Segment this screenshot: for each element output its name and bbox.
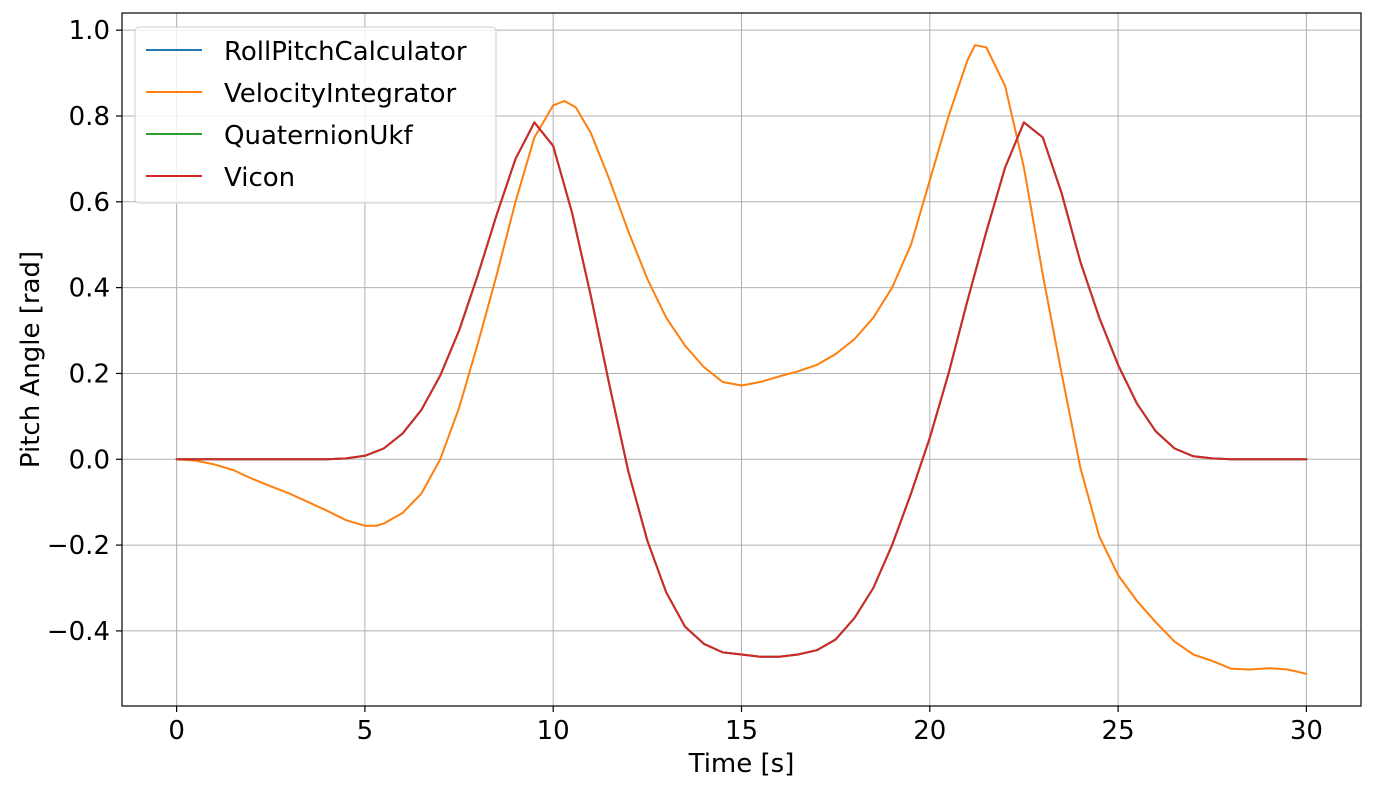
legend: RollPitchCalculator VelocityIntegrator Qua… [134, 26, 497, 204]
y-tick-label: 0.4 [69, 274, 110, 304]
series-layer [175, 44, 1308, 675]
y-tick-label: 1.0 [69, 16, 110, 46]
y-tick-label: −0.4 [47, 617, 110, 647]
y-tick-label: 0.8 [69, 102, 110, 132]
x-tick-label: 15 [725, 716, 758, 746]
x-tick-label: 5 [357, 716, 374, 746]
legend-label: Vicon [224, 163, 295, 193]
series-line-velocityintegrator [175, 44, 1308, 675]
x-tick-label: 30 [1290, 716, 1323, 746]
y-tick-label: −0.2 [47, 531, 110, 561]
y-tick-label: 0.0 [69, 445, 110, 475]
x-tick-label: 25 [1102, 716, 1135, 746]
legend-label: RollPitchCalculator [224, 37, 467, 67]
x-tick-label: 10 [537, 716, 570, 746]
x-tick-label: 20 [913, 716, 946, 746]
x-tick-label: 0 [168, 716, 185, 746]
y-axis-ticks: −0.4 −0.2 0.0 0.2 0.4 0.6 0.8 1.0 [47, 16, 122, 647]
legend-label: QuaternionUkf [224, 121, 413, 151]
legend-label: VelocityIntegrator [224, 79, 457, 109]
x-axis-label: Time [s] [688, 749, 795, 779]
y-axis-label: Pitch Angle [rad] [16, 251, 46, 468]
grid [122, 13, 1361, 706]
y-tick-label: 0.2 [69, 359, 110, 389]
x-axis-ticks: 0 5 10 15 20 25 30 [168, 706, 1323, 746]
series-line-vicon [175, 121, 1308, 658]
legend-box [134, 26, 497, 204]
y-tick-label: 0.6 [69, 188, 110, 218]
